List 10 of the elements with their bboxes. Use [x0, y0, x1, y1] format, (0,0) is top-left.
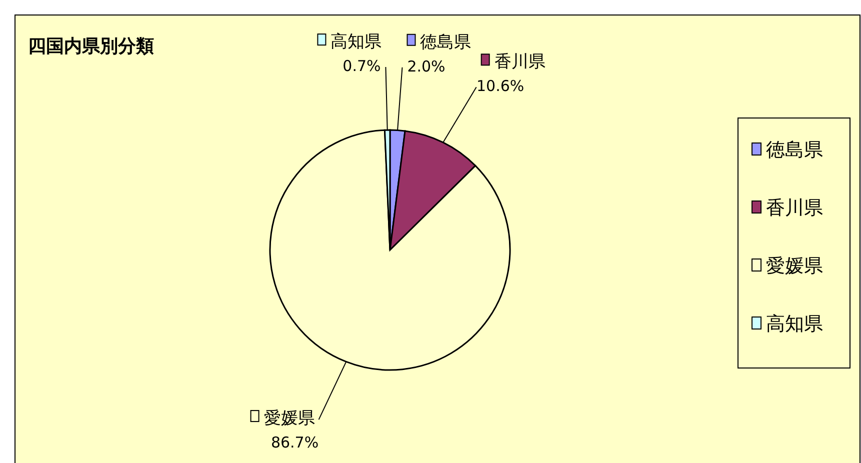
data-label: 86.7% — [270, 434, 319, 452]
legend: 徳島県 香川県 愛媛県 高知県 — [738, 118, 850, 368]
data-label: 0.7% — [342, 57, 381, 76]
data-label: 2.0% — [407, 57, 446, 76]
legend-label: 愛媛県 — [264, 408, 315, 429]
text: 四国内県別分類 — [28, 36, 154, 57]
legend-label: 高知県 — [330, 32, 382, 52]
data-label: 10.6% — [476, 77, 524, 96]
legend-label: 香川県 — [494, 52, 546, 72]
legend-label: 徳島県 — [420, 32, 472, 52]
